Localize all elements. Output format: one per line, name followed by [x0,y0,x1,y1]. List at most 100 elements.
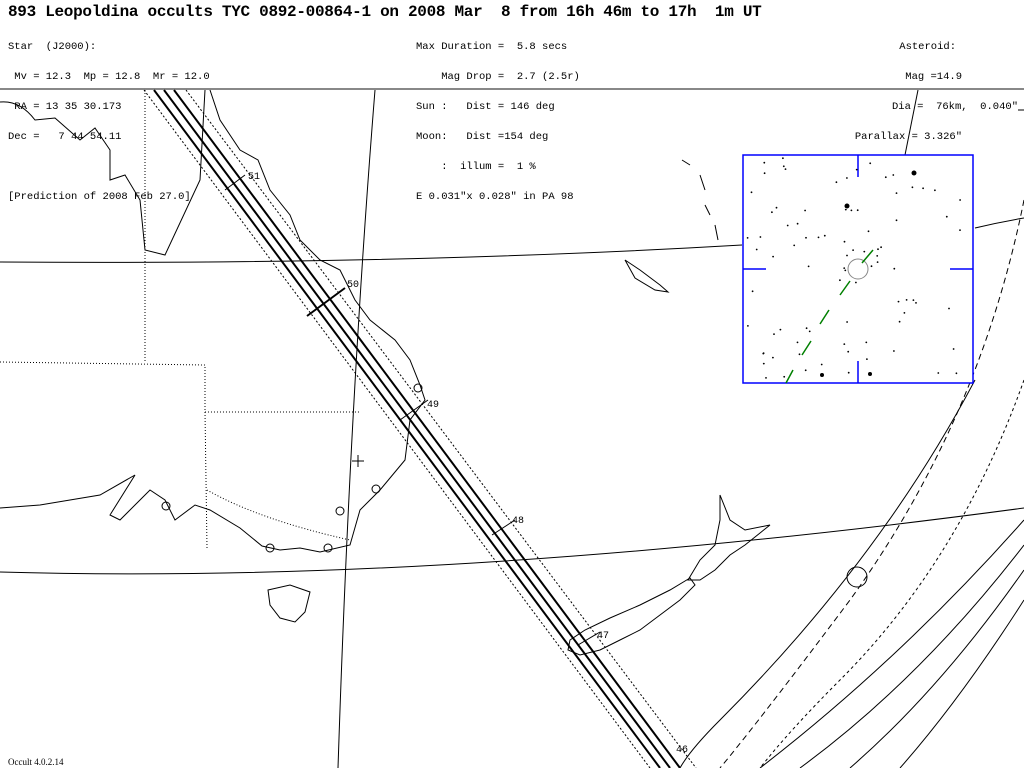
star-dot [911,186,914,189]
asteroid-mag: Mag =14.9 [905,71,962,83]
star-dot [847,371,850,374]
star-dot [870,265,873,268]
star-dot [869,162,872,165]
star-dot [959,199,961,201]
inset-border [742,154,974,384]
australia-coastline [0,89,426,553]
star-dot [783,375,786,378]
star-dot [855,281,857,284]
star-dot [755,248,758,251]
star-dot [820,363,823,366]
star-dot [762,352,765,355]
time-label: 51 [248,172,260,183]
prediction-date: [Prediction of 2008 Feb 27.0] [8,191,191,203]
site-marker [323,543,333,553]
center-cross [352,455,364,467]
star-dot [937,372,940,374]
star-dot [865,341,868,344]
star-dot [820,373,824,377]
version-label: Occult 4.0.2.14 [8,757,64,767]
star-dot [805,236,807,239]
time-label: 49 [427,400,439,411]
longitude-line [904,89,919,156]
site-marker [265,543,275,553]
time-tick [577,631,601,646]
star-dot [835,181,838,184]
star-dot [855,168,858,171]
star-dot [763,172,766,175]
asteroid-heading: Asteroid: [899,41,956,53]
star-dot [804,369,807,372]
star-dot [786,224,789,227]
star-dot [807,265,810,268]
star-dot [897,300,900,303]
star-dot [779,328,782,331]
latitude-line [974,217,1024,229]
star-dot [746,237,749,239]
star-dot [823,234,826,237]
star-dot [884,176,887,179]
path-edge-north [153,89,661,768]
star-dot [880,246,882,249]
header-divider [0,88,1024,90]
star-dot [898,320,901,323]
limit-curve [679,379,976,768]
star-dot [793,244,796,247]
star-dot [895,192,898,195]
star-dot [772,356,774,359]
star-info: Star (J2000): Mv = 12.3 Mp = 12.8 Mr = 1… [8,22,210,212]
star-dot [798,353,801,356]
limit-curve [759,379,1024,768]
sun-dist: Sun : Dist = 146 deg [416,101,555,113]
star-dot [846,177,848,179]
star-dot [868,372,872,376]
star-dot [773,333,775,335]
path-center [163,89,671,768]
star-dot [759,236,762,238]
state-border [0,90,360,549]
star-dot [763,161,766,164]
mag-drop: Mag Drop = 2.7 (2.5r) [416,71,580,83]
asteroid-dia: Dia = 76km, 0.040" [891,101,1018,113]
star-dot [771,211,773,214]
target-star-circle [847,258,869,280]
star-dot [796,222,799,225]
large-circle-marker [846,566,868,588]
star-dot [867,230,870,233]
inset-path-line [785,249,874,384]
new-zealand-south-island [567,577,696,656]
time-tick [224,174,246,191]
site-marker [413,383,423,393]
star-dot [912,299,915,301]
star-dot [866,358,868,360]
star-dot [772,255,774,258]
star-dot [905,299,908,301]
star-dot [839,279,841,282]
new-zealand-north-island [687,494,771,581]
star-dot [934,189,936,192]
star-dot [955,372,958,375]
star-dot [877,248,879,251]
star-dot [843,240,846,243]
star-dot [782,165,785,168]
limit-curve [899,599,1024,768]
star-dot [762,362,765,365]
new-caledonia [624,259,670,293]
site-marker [161,501,171,511]
time-tick [306,287,346,317]
limit-curve [799,544,1024,768]
latitude-line [0,244,743,263]
star-dot [844,269,847,272]
time-label: 50 [347,280,359,291]
star-dot [844,203,850,209]
star-dot [892,174,895,176]
star-dot [847,350,850,353]
latitude-line [0,507,1024,575]
star-chart-inset [742,154,974,384]
star-dot [765,377,767,379]
star-dot [893,267,896,270]
inset-crosshair [743,155,973,383]
limit-curve [849,569,1024,768]
star-dot [863,250,866,253]
star-dot [876,261,879,263]
